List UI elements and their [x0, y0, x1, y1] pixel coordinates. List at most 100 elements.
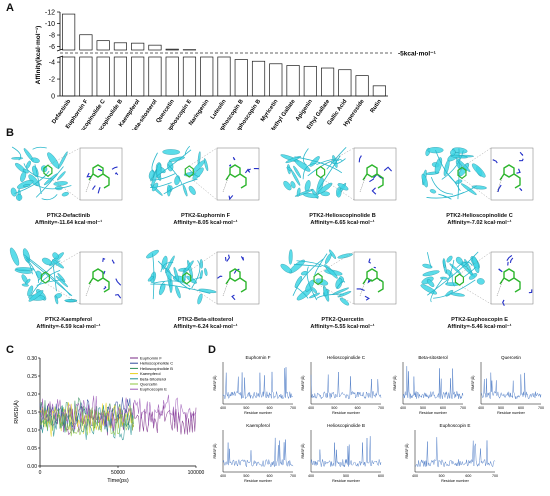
protein-helix: [337, 291, 352, 298]
x-tick-label: Luteolin: [210, 98, 228, 120]
docking-cell: PTK2-Helioscopinolide B Affinity=-6.65 kc…: [274, 138, 411, 242]
protein-loop: [294, 156, 343, 174]
protein-helix: [317, 182, 333, 194]
docking-cell: PTK2-Helioscopinolide C Affinity=-7.02 kc…: [411, 138, 548, 242]
rmsf-subplot: Beta-sitosterol RMSF(Å) Residue number 400 5…: [392, 355, 466, 415]
x-tick-label: 400: [220, 406, 226, 410]
protein-helix: [420, 284, 438, 295]
rmsf-subplot: Quercetin RMSF(Å) Residue number 400 500 600 7…: [470, 355, 544, 415]
residue-stick: [92, 185, 96, 190]
x-axis-label: Residue number: [441, 479, 470, 483]
zoom-line: [459, 251, 492, 275]
ligand: [40, 271, 50, 284]
protein-helix: [174, 175, 181, 186]
protein-helix: [421, 173, 428, 188]
bar: [372, 85, 386, 97]
protein-loop: [32, 146, 47, 150]
bar-upper-segment: [165, 48, 179, 51]
protein-cartoon: [146, 249, 217, 305]
protein-loop: [150, 182, 172, 188]
protein-helix: [148, 169, 155, 180]
x-tick-label: 600: [267, 406, 273, 410]
ligand-sticks: [499, 164, 521, 189]
protein-helix: [147, 276, 154, 282]
complex-title: PTK2-Kaempferol: [45, 317, 92, 323]
affinity-bar-chart: -12 -10 -8 -6 -4 -2 0 Affinity(kcal·mol⁻¹) -5kca…: [35, 10, 436, 131]
subplot-title: Beta-sitosterol: [418, 355, 447, 360]
protein-helix: [54, 295, 59, 305]
zoom-line: [459, 284, 492, 305]
docking-caption: PTK2-Euphornin F Affinity=-8.05 kcal·mol⁻…: [137, 213, 274, 227]
x-tick-label: 700: [378, 406, 384, 410]
protein-loop: [25, 256, 39, 284]
axis-break-mark: [56, 48, 64, 52]
subplot-title: Quercetin: [501, 355, 521, 360]
protein-loop: [14, 170, 50, 194]
protein-helix: [57, 151, 68, 170]
protein-cartoon: [9, 247, 78, 305]
protein-helix: [173, 266, 179, 283]
binding-site-inset: [490, 251, 534, 305]
y-tick-label: 0.05: [27, 446, 37, 452]
protein-helix: [53, 181, 68, 186]
protein-loop: [160, 262, 174, 273]
bar-upper-segment: [131, 42, 145, 51]
protein-loop: [441, 150, 464, 180]
x-axis-label: Residue number: [332, 411, 361, 415]
hbond: [222, 281, 229, 297]
protein-helix: [450, 149, 456, 156]
protein-helix: [460, 183, 477, 196]
protein-helix: [426, 279, 435, 288]
protein-helix: [169, 278, 173, 294]
x-tick-label: 400: [478, 406, 484, 410]
residue-stick: [228, 195, 234, 201]
legend-label: Euphornin F: [140, 356, 162, 361]
protein-loop: [37, 260, 61, 282]
x-tick-label: Rutin: [370, 98, 384, 114]
ligand-sticks: [499, 268, 521, 293]
x-tick-label: 700: [538, 406, 544, 410]
y-axis-label: RMSF(Å): [300, 444, 305, 459]
affinity-value: Affinity=-5.46 kcal·mol⁻¹: [447, 323, 512, 330]
docking-cell: PTK2-Euphornin F Affinity=-8.05 kcal·mol⁻…: [137, 138, 274, 242]
rmsf-subplot: Euphoscopin E RMSF(Å) Residue number 400 500…: [404, 423, 498, 483]
x-tick-label: 500: [331, 406, 337, 410]
residue-stick: [240, 256, 245, 261]
residue-stick: [226, 254, 230, 262]
protein-loop: [433, 279, 476, 299]
protein-helix: [11, 157, 24, 160]
rmsf-line: [222, 437, 294, 468]
zoom-line: [186, 283, 218, 305]
x-tick-label: 700: [492, 474, 498, 478]
x-axis-label: Residue number: [244, 411, 273, 415]
protein-helix: [182, 184, 188, 197]
residue-stick: [498, 268, 503, 273]
y-tick-label: -12: [45, 10, 55, 17]
protein-helix: [335, 278, 343, 289]
y-tick-label: -4: [49, 60, 55, 67]
protein-helix: [197, 293, 203, 305]
x-tick-label: 400: [220, 474, 226, 478]
protein-helix: [290, 181, 296, 189]
rmsf-line: [310, 371, 382, 400]
legend-label: Helioscopinolide B: [140, 366, 173, 371]
residue-stick: [244, 168, 250, 174]
x-axis-label: Residue number: [419, 411, 448, 415]
legend-label: Helioscopinolide C: [140, 361, 173, 366]
bar: [217, 56, 231, 97]
binding-site-inset: [79, 251, 123, 305]
zoom-line: [189, 147, 218, 167]
protein-helix: [175, 285, 181, 299]
ligand: [454, 273, 465, 286]
x-tick-label: 0: [39, 470, 42, 476]
binding-site-inset: [490, 147, 534, 201]
residue-stick: [506, 255, 513, 261]
rmsf-line: [402, 366, 464, 400]
bar: [131, 56, 145, 97]
complex-title: PTK2-Euphornin F: [180, 213, 231, 219]
x-tick-label: 600: [267, 474, 273, 478]
protein-loop: [157, 260, 191, 291]
residue-stick: [231, 294, 236, 301]
x-tick-label: 600: [378, 474, 384, 478]
protein-loop: [149, 173, 176, 181]
